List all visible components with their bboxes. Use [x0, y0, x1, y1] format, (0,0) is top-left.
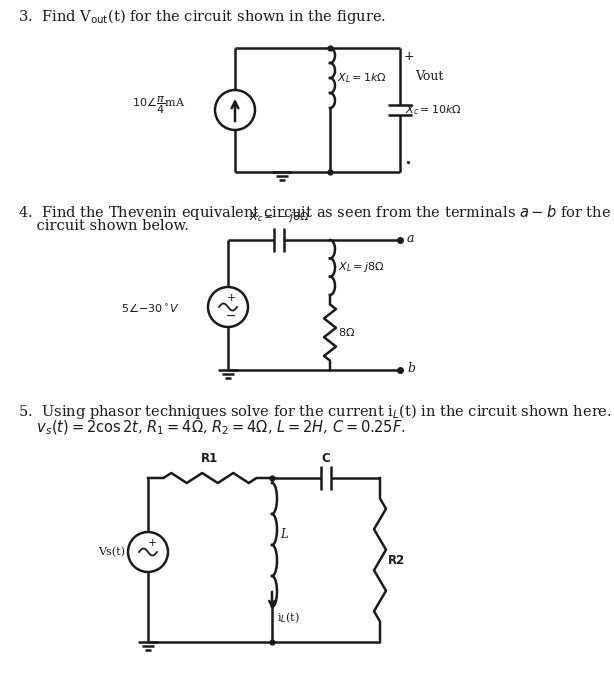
Text: C: C: [322, 452, 330, 465]
Text: b: b: [407, 363, 415, 375]
Text: circuit shown below.: circuit shown below.: [18, 219, 189, 233]
Text: i$_L$(t): i$_L$(t): [277, 610, 300, 624]
Text: $5\angle{-30^\circ}V$: $5\angle{-30^\circ}V$: [121, 300, 180, 314]
Text: Vout: Vout: [415, 70, 443, 83]
Text: $v_s(t)=2\cos 2t$, $R_1 = 4\Omega$, $R_2 = 4\Omega$, $L=2H$, $C=0.25F$.: $v_s(t)=2\cos 2t$, $R_1 = 4\Omega$, $R_2…: [18, 419, 406, 438]
Text: 3.  Find V$_{\rm out}$(t) for the circuit shown in the figure.: 3. Find V$_{\rm out}$(t) for the circuit…: [18, 7, 386, 26]
Text: $X_c=10k\Omega$: $X_c=10k\Omega$: [405, 103, 462, 117]
Text: 4.  Find the Thevenin equivalent circuit as seen from the terminals $a - b$ for : 4. Find the Thevenin equivalent circuit …: [18, 203, 611, 222]
Text: $8\Omega$: $8\Omega$: [338, 326, 355, 339]
Text: R1: R1: [201, 452, 219, 465]
Text: +: +: [227, 293, 236, 303]
Text: $X_L=1k\Omega$: $X_L=1k\Omega$: [337, 71, 387, 85]
Text: $\bullet$: $\bullet$: [404, 157, 411, 167]
Text: 5.  Using phasor techniques solve for the current i$_L$(t) in the circuit shown : 5. Using phasor techniques solve for the…: [18, 402, 612, 421]
Text: +: +: [404, 50, 414, 63]
Text: −: −: [226, 309, 236, 323]
Text: $X_L = j8\Omega$: $X_L = j8\Omega$: [338, 260, 384, 274]
Text: a: a: [407, 232, 414, 246]
Text: Vs(t): Vs(t): [98, 547, 125, 557]
Text: $X_c = -j8\Omega$: $X_c = -j8\Omega$: [249, 210, 309, 224]
Text: L: L: [280, 528, 288, 541]
Text: $10\angle\dfrac{\pi}{4}$mA: $10\angle\dfrac{\pi}{4}$mA: [132, 94, 185, 116]
Text: R2: R2: [388, 554, 405, 566]
Text: +: +: [147, 538, 157, 548]
